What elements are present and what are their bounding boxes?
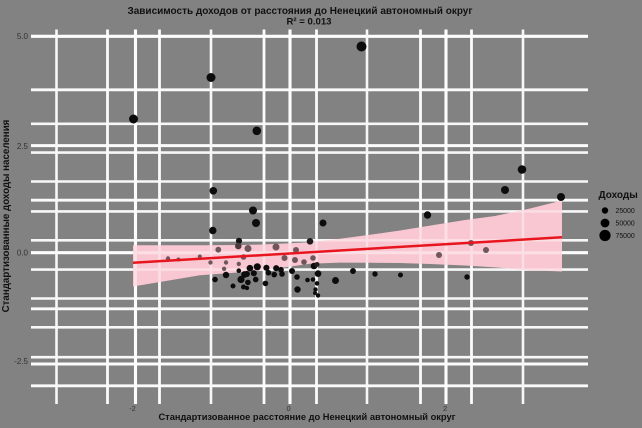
- svg-text:5.0: 5.0: [17, 32, 29, 41]
- svg-text:2: 2: [443, 404, 447, 413]
- svg-text:Зависимость доходов от расстоя: Зависимость доходов от расстояния до Нен…: [127, 6, 472, 17]
- svg-text:Стандартизованное расстояние д: Стандартизованное расстояние до Ненецкий…: [158, 412, 455, 422]
- svg-text:2.5: 2.5: [17, 142, 29, 151]
- svg-text:Доходы: Доходы: [599, 190, 638, 201]
- svg-text:R² = 0.013: R² = 0.013: [286, 17, 331, 28]
- svg-text:-2: -2: [129, 404, 136, 413]
- svg-text:75000: 75000: [616, 233, 635, 240]
- svg-text:-2.5: -2.5: [14, 357, 28, 366]
- svg-text:50000: 50000: [616, 220, 635, 227]
- svg-text:Стандартизованные доходы насел: Стандартизованные доходы населения: [1, 119, 12, 312]
- svg-text:0.0: 0.0: [17, 248, 29, 257]
- svg-text:25000: 25000: [616, 208, 635, 215]
- svg-text:0: 0: [286, 404, 290, 413]
